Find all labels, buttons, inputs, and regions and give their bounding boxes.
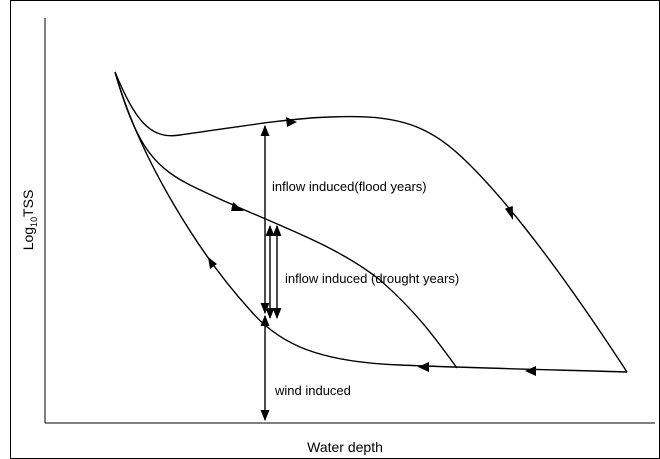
y-label-main: Log <box>20 227 36 250</box>
return-curve <box>114 71 628 373</box>
x-axis-label: Water depth <box>307 439 383 455</box>
flood-curve <box>114 71 628 373</box>
annotation: inflow induced(flood years) <box>272 179 427 194</box>
y-axis-label: Log10TSS <box>20 190 39 251</box>
y-label-sub: 10 <box>29 217 39 227</box>
annotation: wind induced <box>274 383 351 398</box>
annotation: inflow induced (drought years) <box>285 271 459 286</box>
drought-curve <box>114 71 458 369</box>
y-label-rest: TSS <box>20 190 36 217</box>
direction-arrows <box>208 117 536 376</box>
